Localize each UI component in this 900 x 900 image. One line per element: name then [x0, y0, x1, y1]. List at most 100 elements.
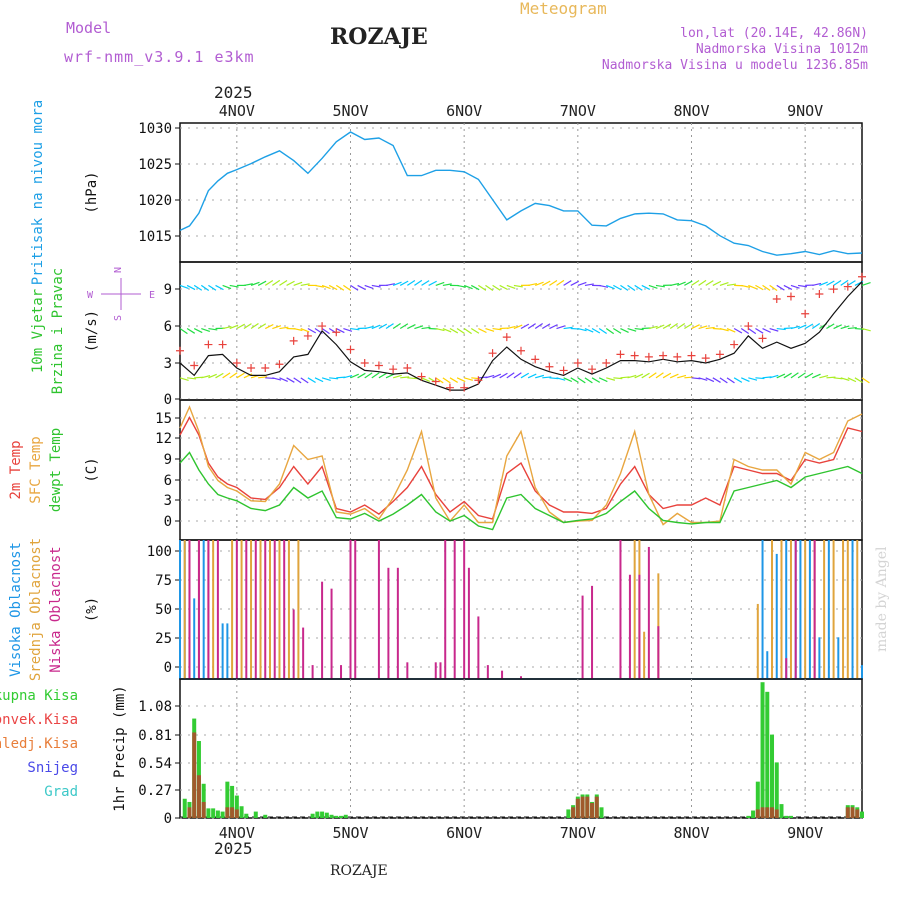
bottom-date-axis: 4NOV 5NOV 6NOV 7NOV 8NOV 9NOV [219, 824, 823, 842]
bar-visoka-oblacnost [851, 540, 854, 679]
y-tick-label: 6 [164, 473, 172, 489]
wind-gust-marker [588, 365, 597, 374]
bar-niska-oblacnost [354, 540, 357, 679]
wind-arrow [435, 281, 445, 286]
wind-arrow [847, 326, 857, 330]
bar-konvek-kisa [234, 809, 239, 818]
bar-ukupna-kisa [310, 813, 315, 818]
wind-arrow [470, 328, 480, 334]
wind-gust-marker [360, 359, 369, 368]
wind-arrow [449, 328, 459, 334]
wind-arrow [797, 324, 807, 330]
bar-niska-oblacnost [245, 540, 248, 679]
wind-arrow [790, 372, 799, 379]
pressure-panel: 1015 1020 1025 1030 (hPa) Pritisak na nivou m… [30, 100, 863, 285]
wind-gust-marker [204, 340, 213, 349]
wind-gust-marker [474, 376, 483, 385]
bar-visoka-oblacnost [226, 623, 229, 679]
series-line-dewpt-temp [179, 451, 863, 531]
panel-frame [179, 122, 863, 263]
wind-arrow [840, 279, 849, 286]
bar-ukupna-kisa [324, 812, 329, 818]
wind-gust-marker [829, 285, 838, 294]
bar-visoka-oblacnost [202, 540, 205, 679]
wind-arrow [350, 373, 359, 379]
bar-srednja-oblacnost [268, 540, 271, 679]
wind-arrow [740, 377, 750, 383]
wind-arrow [506, 372, 515, 379]
bar-niska-oblacnost [463, 540, 466, 679]
wind-arrow [577, 327, 587, 332]
wind-arrow [392, 281, 402, 286]
wind-arrow [187, 377, 197, 380]
wind-gust-marker [190, 361, 199, 370]
bar-niska-oblacnost [434, 662, 437, 679]
wind-arrow [606, 284, 615, 290]
bar-visoka-oblacnost [761, 540, 764, 679]
bar-ukupna-kisa [343, 814, 348, 818]
bar-ukupna-kisa [566, 809, 571, 818]
wind-arrow [513, 284, 523, 288]
wind-arrow [634, 284, 643, 291]
wind-arrow [755, 284, 764, 291]
wind-arrow [591, 328, 601, 334]
model-name: wrf-nmm_v3.9.1 e3km [64, 48, 255, 66]
wind-arrow [847, 377, 857, 383]
wind-arrow [478, 327, 487, 334]
wind-arrow [584, 377, 593, 384]
wind-gust-marker [346, 345, 355, 354]
wind-arrow [442, 377, 451, 384]
bar-ukupna-kisa [320, 811, 325, 818]
bar-ukupna-kisa [765, 691, 770, 818]
date-label-top: 8NOV [673, 102, 709, 120]
wind-arrow [698, 279, 707, 286]
bar-niska-oblacnost [581, 595, 584, 679]
wind-arrow [264, 280, 274, 286]
wind-arrow [705, 326, 715, 330]
bar-visoka-oblacnost [221, 623, 224, 679]
bar-niska-oblacnost [406, 662, 409, 679]
wind-gust-marker [644, 352, 653, 361]
wind-arrow [385, 323, 394, 330]
wind-arrow [577, 377, 586, 384]
wind-arrow [826, 323, 835, 330]
bar-niska-oblacnost [321, 581, 324, 679]
model-label: Model [66, 19, 111, 37]
bar-niska-oblacnost [486, 665, 489, 679]
wind-arrow [300, 377, 309, 384]
y-tick-label: 0 [164, 392, 172, 408]
wind-arrow [648, 372, 657, 379]
wind-arrow [492, 284, 501, 291]
wind-gust-marker [701, 354, 710, 363]
wind-arrow [776, 327, 786, 331]
wind-arrow [783, 372, 792, 379]
wind-arrow [712, 280, 722, 286]
bar-niska-oblacnost [794, 540, 797, 679]
date-label-top: 5NOV [332, 102, 368, 120]
date-label-top: 9NOV [787, 102, 823, 120]
wind-arrow [620, 284, 629, 291]
wind-arrow [613, 284, 622, 291]
wind-arrow [598, 328, 607, 335]
wind-arrow [449, 377, 458, 383]
wind-arrow [833, 377, 843, 380]
bar-niska-oblacnost [520, 676, 522, 679]
wind-arrow [819, 374, 829, 379]
bar-ukupna-kisa [760, 682, 765, 818]
y-tick-label: 3 [164, 356, 172, 372]
bar-ukupna-kisa [315, 811, 320, 818]
bar-niska-oblacnost [467, 567, 470, 679]
wind-arrow [435, 327, 445, 332]
wind-gust-marker [772, 294, 781, 303]
wind-arrow [755, 328, 764, 334]
wind-arrow [513, 324, 523, 330]
bar-srednja-oblacnost [259, 540, 262, 679]
wind-arrow [776, 284, 785, 291]
bar-konvek-kisa [585, 796, 590, 818]
bar-niska-oblacnost [254, 540, 257, 679]
bar-ukupna-kisa [206, 808, 211, 818]
wind-gust-marker [531, 355, 540, 364]
y-tick-label: 0 [164, 811, 172, 827]
unit-label: (%) [84, 597, 100, 622]
wind-arrow [343, 374, 353, 379]
